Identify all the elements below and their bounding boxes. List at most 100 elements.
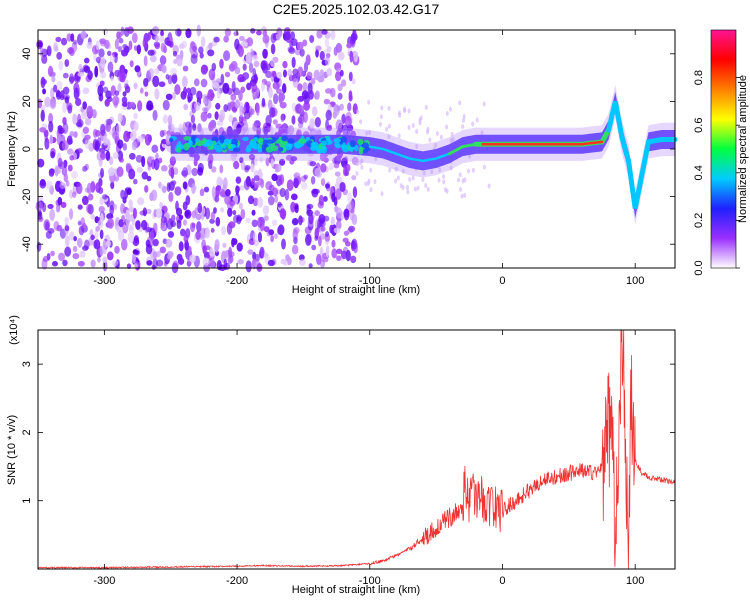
- noise-speckle: [144, 91, 149, 97]
- noise-speckle: [167, 253, 173, 260]
- ridge-blob: [361, 142, 369, 149]
- noise-speckle: [367, 178, 371, 184]
- noise-speckle: [184, 209, 192, 219]
- colorbar-scale: [710, 29, 737, 269]
- noise-speckle: [128, 224, 134, 231]
- noise-speckle: [184, 239, 189, 251]
- noise-speckle: [118, 37, 124, 44]
- noise-speckle: [200, 111, 208, 122]
- noise-speckle: [140, 219, 148, 231]
- ridge-blob: [205, 139, 213, 147]
- noise-speckle: [130, 130, 137, 142]
- noise-speckle: [77, 71, 85, 77]
- noise-speckle: [67, 164, 73, 172]
- noise-speckle: [468, 153, 472, 159]
- noise-speckle: [51, 75, 56, 83]
- noise-speckle: [57, 157, 63, 168]
- ridge-blob: [298, 138, 307, 144]
- noise-speckle: [298, 215, 303, 226]
- noise-speckle: [167, 114, 173, 126]
- noise-speckle: [95, 225, 100, 232]
- noise-speckle: [282, 69, 288, 78]
- noise-speckle: [385, 126, 389, 132]
- noise-speckle: [39, 180, 47, 189]
- noise-speckle: [99, 229, 104, 240]
- noise-speckle: [200, 36, 206, 48]
- noise-speckle: [177, 28, 182, 37]
- noise-speckle: [360, 164, 364, 170]
- noise-speckle: [113, 203, 118, 211]
- noise-speckle: [298, 114, 305, 125]
- noise-speckle: [110, 181, 115, 190]
- noise-speckle: [216, 120, 224, 127]
- noise-speckle: [175, 207, 183, 217]
- noise-speckle: [150, 189, 158, 201]
- noise-speckle: [195, 214, 202, 221]
- noise-speckle: [69, 73, 75, 85]
- noise-speckle: [133, 178, 138, 185]
- noise-speckle: [78, 63, 83, 72]
- ridge-blob: [353, 144, 359, 152]
- noise-speckle: [86, 105, 94, 118]
- noise-speckle: [387, 134, 391, 140]
- noise-speckle: [262, 205, 270, 215]
- noise-speckle: [149, 230, 155, 242]
- noise-speckle: [208, 121, 214, 132]
- noise-speckle: [252, 197, 259, 207]
- noise-speckle: [171, 73, 178, 84]
- noise-speckle: [95, 56, 102, 64]
- noise-speckle: [49, 134, 54, 145]
- noise-speckle: [191, 183, 196, 195]
- noise-speckle: [318, 235, 322, 247]
- noise-speckle: [396, 175, 400, 181]
- noise-speckle: [178, 241, 184, 252]
- noise-speckle: [135, 154, 143, 163]
- noise-speckle: [132, 32, 138, 44]
- noise-speckle: [170, 67, 177, 76]
- noise-speckle: [480, 130, 484, 136]
- noise-speckle: [72, 113, 78, 125]
- noise-speckle: [102, 240, 107, 252]
- ridge-blob: [310, 141, 316, 148]
- noise-speckle: [267, 259, 275, 267]
- noise-speckle: [90, 234, 95, 241]
- noise-speckle: [360, 158, 364, 164]
- noise-speckle: [333, 163, 340, 169]
- noise-speckle: [319, 50, 325, 61]
- noise-speckle: [325, 231, 330, 238]
- noise-speckle: [463, 192, 467, 198]
- noise-speckle: [73, 236, 78, 242]
- noise-speckle: [128, 199, 133, 209]
- noise-speckle: [250, 48, 254, 58]
- colorbar: 0.0 0.2 0.4 0.6 0.8 Normalized spectral ampl…: [693, 29, 749, 276]
- noise-speckle: [411, 175, 415, 181]
- noise-speckle: [269, 124, 274, 136]
- snr-y-axis-label: SNR (10 * v/v): [6, 415, 18, 485]
- noise-speckle: [418, 117, 422, 123]
- ridge-blob: [176, 146, 182, 153]
- noise-speckle: [156, 259, 164, 267]
- noise-speckle: [230, 93, 237, 101]
- noise-speckle: [222, 177, 228, 190]
- noise-speckle: [203, 186, 210, 193]
- snr-frame: [37, 329, 676, 570]
- noise-speckle: [182, 167, 189, 178]
- noise-speckle: [214, 111, 219, 120]
- noise-speckle: [149, 54, 157, 63]
- noise-speckle: [426, 186, 430, 192]
- noise-speckle: [82, 87, 90, 95]
- noise-speckle: [282, 60, 288, 69]
- noise-speckle: [215, 186, 220, 198]
- noise-speckle: [248, 153, 256, 161]
- noise-speckle: [50, 250, 55, 257]
- noise-speckle: [323, 98, 331, 105]
- noise-speckle: [251, 209, 256, 216]
- noise-speckle: [340, 250, 348, 260]
- x-tick-label: 100: [626, 275, 644, 287]
- noise-speckle: [271, 219, 278, 227]
- noise-speckle: [314, 235, 319, 241]
- noise-speckle: [367, 99, 371, 105]
- noise-speckle: [156, 250, 161, 258]
- x-tick-label: 0: [499, 575, 505, 587]
